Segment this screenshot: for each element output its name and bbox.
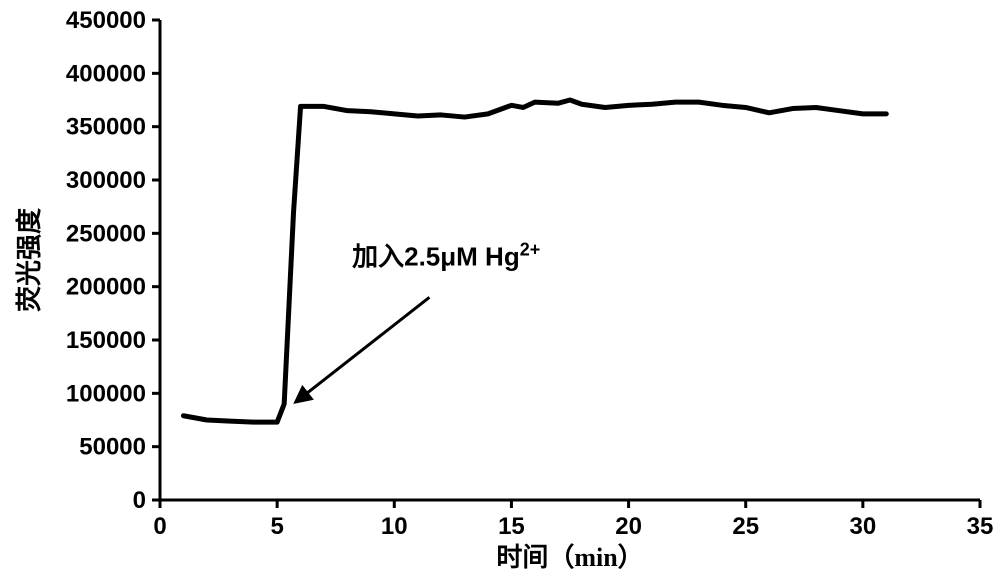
y-tick-label: 200000 [66, 274, 146, 301]
y-tick-label: 150000 [66, 327, 146, 354]
annotation-label: 加入2.5μM Hg2+ [352, 239, 540, 271]
x-tick-label: 20 [615, 513, 642, 540]
annotation-arrow [296, 297, 430, 402]
x-tick-label: 35 [967, 513, 994, 540]
y-tick-label: 250000 [66, 220, 146, 247]
y-tick-label: 300000 [66, 167, 146, 194]
x-tick-label: 10 [381, 513, 408, 540]
axes [160, 20, 980, 500]
x-tick-label: 25 [732, 513, 759, 540]
data-series-line [183, 100, 886, 422]
y-tick-label: 50000 [79, 434, 146, 461]
x-tick-label: 5 [270, 513, 283, 540]
x-axis-label: 时间（min） [496, 543, 643, 572]
x-tick-label: 30 [850, 513, 877, 540]
y-tick-label: 100000 [66, 380, 146, 407]
y-axis-label: 荧光强度 [14, 208, 44, 312]
y-tick-label: 450000 [66, 7, 146, 34]
y-tick-label: 400000 [66, 60, 146, 87]
x-tick-label: 0 [153, 513, 166, 540]
chart-container: 0 50000 100000 150000 200000 250000 300000 3500… [0, 0, 1000, 582]
x-tick-label: 15 [498, 513, 525, 540]
chart-svg: 0 50000 100000 150000 200000 250000 300000 3500… [0, 0, 1000, 582]
y-tick-label: 0 [133, 487, 146, 514]
y-tick-label: 350000 [66, 114, 146, 141]
